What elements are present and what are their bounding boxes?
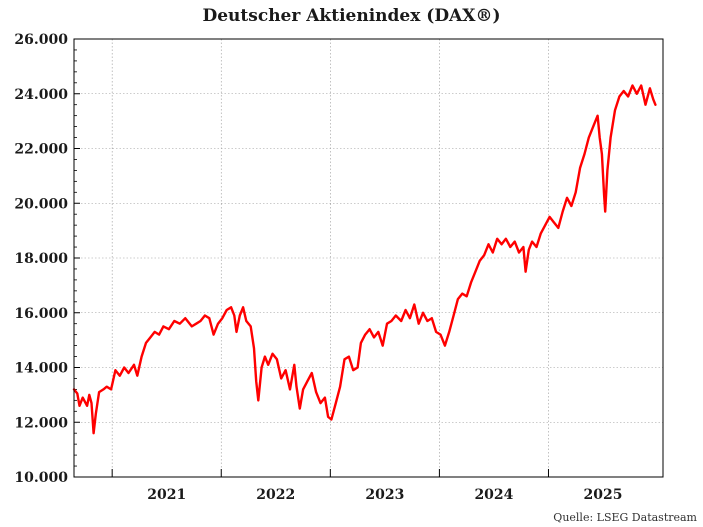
y-axis-labels: 10.000 12.000 14.000 16.000 18.000 20.000 22.0… bbox=[14, 32, 68, 486]
y-tick-label: 12.000 bbox=[14, 415, 68, 431]
y-tick-label: 14.000 bbox=[14, 361, 68, 377]
grid-lines bbox=[74, 38, 663, 478]
x-tick-label: 2022 bbox=[256, 487, 295, 503]
plot-frame bbox=[73, 38, 664, 478]
x-tick-label: 2023 bbox=[365, 487, 404, 503]
y-tick-label: 20.000 bbox=[14, 196, 68, 212]
x-tick-label: 2024 bbox=[474, 487, 513, 503]
y-tick-label: 26.000 bbox=[14, 32, 68, 48]
y-tick-label: 22.000 bbox=[14, 142, 68, 158]
y-tick-label: 10.000 bbox=[14, 470, 68, 486]
y-tick-label: 16.000 bbox=[14, 306, 68, 322]
x-tick-label: 2025 bbox=[584, 487, 623, 503]
x-axis-labels: 2021 2022 2023 2024 2025 bbox=[147, 487, 622, 503]
y-tick-label: 18.000 bbox=[14, 251, 68, 267]
series-line bbox=[72, 84, 657, 435]
y-tick-label: 24.000 bbox=[14, 87, 68, 103]
source-note: Quelle: LSEG Datastream bbox=[553, 511, 697, 524]
chart-title: Deutscher Aktienindex (DAX®) bbox=[202, 6, 501, 26]
x-tick-label: 2021 bbox=[147, 487, 186, 503]
series-layer bbox=[72, 84, 657, 435]
